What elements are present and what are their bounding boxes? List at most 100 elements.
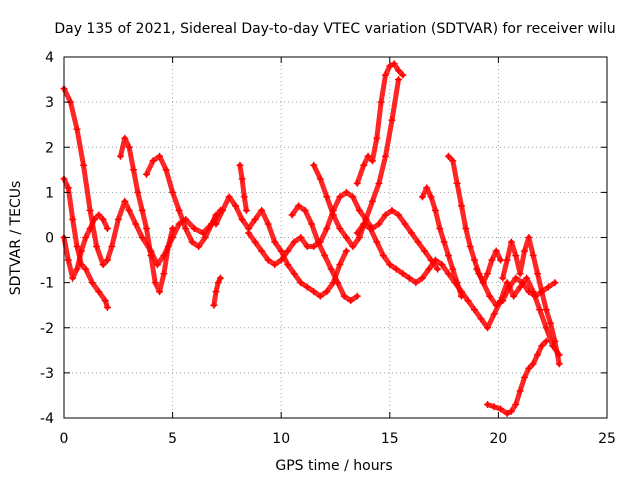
data-point (542, 337, 550, 345)
data-point (516, 387, 524, 395)
data-point (329, 211, 337, 219)
data-point (555, 360, 563, 368)
data-point (134, 188, 142, 196)
data-point (316, 175, 324, 183)
data-point (499, 297, 507, 305)
data-point (99, 261, 107, 269)
data-point (80, 161, 88, 169)
data-point (471, 256, 479, 264)
data-point (464, 297, 472, 305)
data-point (373, 134, 381, 142)
data-point (214, 279, 222, 287)
data-point (143, 224, 151, 232)
series-track-12 (353, 60, 407, 187)
data-point (162, 166, 170, 174)
data-point (342, 234, 350, 241)
data-point (492, 247, 500, 255)
data-point (473, 265, 481, 273)
data-point (418, 274, 426, 282)
data-point (336, 261, 344, 269)
data-point (103, 224, 111, 232)
data-point (388, 206, 396, 214)
data-point (381, 152, 389, 160)
data-point (423, 184, 431, 192)
data-point (499, 274, 507, 282)
data-point (375, 220, 383, 228)
data-point (232, 202, 240, 210)
data-point (82, 265, 90, 273)
data-point (490, 310, 498, 318)
data-point (507, 238, 515, 246)
data-point (497, 405, 505, 413)
data-point (349, 193, 357, 201)
data-point (103, 256, 111, 264)
data-point (125, 206, 133, 214)
series-track-18 (473, 265, 559, 309)
data-point (284, 261, 292, 269)
data-point (520, 247, 528, 255)
data-point (219, 206, 227, 214)
data-point (295, 202, 303, 210)
data-point (290, 238, 298, 246)
data-point (297, 279, 305, 287)
data-point (444, 270, 452, 278)
data-point (507, 407, 515, 415)
data-point (503, 409, 511, 417)
data-point (538, 342, 546, 350)
data-point (390, 60, 398, 68)
series-track-16 (484, 337, 550, 417)
data-point (466, 243, 474, 251)
data-point (444, 152, 452, 160)
data-point (347, 297, 355, 305)
data-point (103, 303, 111, 311)
data-point (453, 179, 461, 187)
series-track-6 (212, 193, 350, 300)
data-point (147, 252, 155, 260)
data-point (164, 243, 172, 251)
data-point (471, 306, 479, 314)
data-point (160, 270, 168, 278)
data-point (360, 220, 368, 228)
data-point (73, 265, 81, 273)
data-point (355, 206, 363, 214)
data-point (484, 270, 492, 278)
y-tick-label: 1 (45, 185, 54, 201)
data-point (138, 206, 146, 214)
data-point (362, 215, 370, 223)
data-point (457, 292, 465, 300)
data-point (86, 224, 94, 232)
data-point (245, 229, 253, 237)
data-point (342, 188, 350, 196)
data-point (503, 256, 511, 264)
data-point (529, 252, 537, 260)
series-trace (61, 86, 223, 268)
data-point (405, 274, 413, 282)
data-point (121, 197, 129, 205)
series-track-5 (143, 152, 220, 251)
data-point (327, 265, 335, 273)
data-point (336, 224, 344, 232)
data-point (440, 238, 448, 246)
series-track-8 (236, 161, 250, 214)
data-point (334, 279, 342, 287)
series-trace (311, 77, 401, 249)
data-point (399, 71, 407, 79)
data-point (73, 125, 81, 133)
data-point (394, 67, 402, 75)
series-trace (61, 176, 110, 310)
data-point (64, 256, 72, 264)
x-tick-label: 20 (489, 431, 507, 447)
series-track-11 (310, 76, 402, 251)
data-point (212, 288, 220, 296)
data-point (388, 116, 396, 124)
data-point (505, 283, 513, 291)
data-point (310, 161, 318, 169)
data-point (386, 62, 394, 70)
series-trace (144, 153, 219, 249)
data-point (99, 215, 107, 223)
data-point (516, 283, 524, 291)
series-track-15 (444, 152, 505, 287)
data-point (353, 179, 361, 187)
data-point (101, 297, 109, 305)
